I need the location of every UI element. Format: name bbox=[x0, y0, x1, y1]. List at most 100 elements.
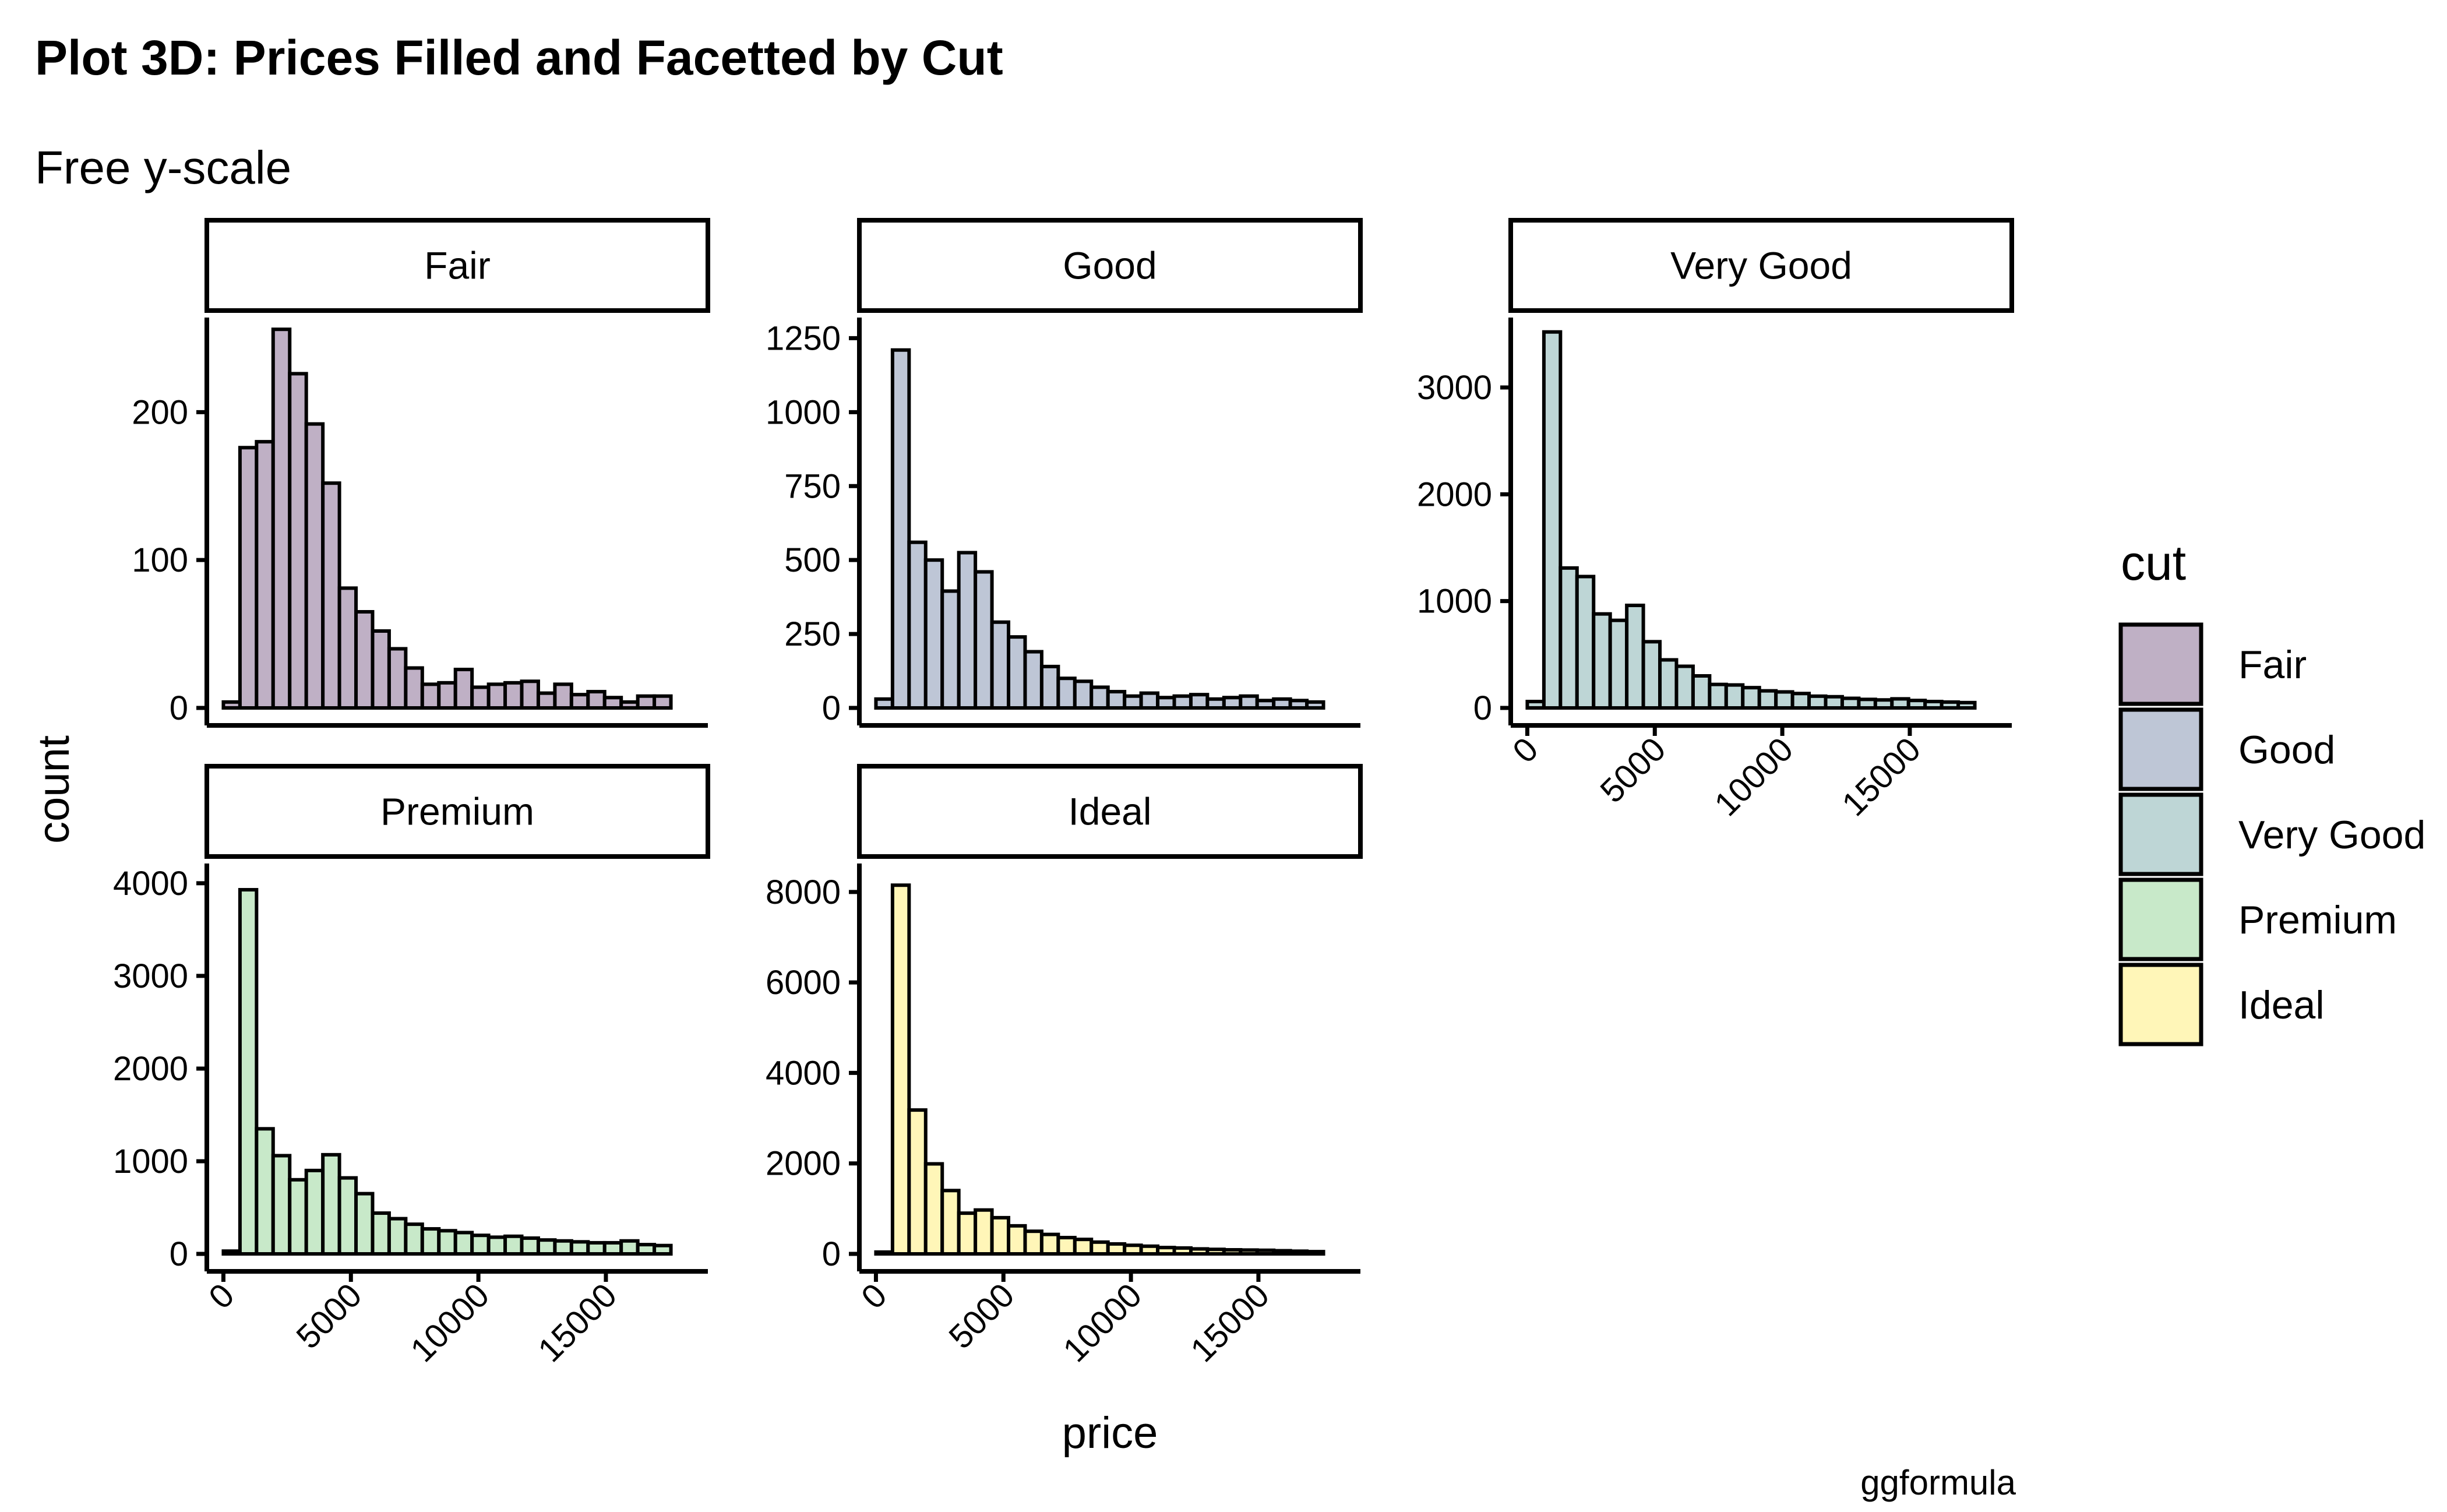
bar-fair-11 bbox=[404, 666, 424, 710]
y-tick-label-ideal-0: 0 bbox=[822, 1235, 841, 1273]
bar-good-7 bbox=[990, 620, 1011, 710]
bar-good-9 bbox=[1023, 650, 1043, 710]
facet-fair: Fair 0 100 200 bbox=[132, 218, 710, 728]
bar-very-good-4 bbox=[1592, 612, 1612, 710]
bar-fair-4 bbox=[288, 372, 308, 710]
bar-good-24 bbox=[1272, 697, 1292, 710]
strip-label-very-good: Very Good bbox=[1670, 244, 1852, 287]
bar-good-26 bbox=[1305, 700, 1325, 710]
x-tick-label-premium-0: 0 bbox=[202, 1276, 242, 1316]
bar-ideal-17 bbox=[1156, 1246, 1176, 1256]
bar-fair-8 bbox=[354, 610, 375, 710]
bar-fair-22 bbox=[586, 690, 607, 710]
bar-very-good-19 bbox=[1840, 696, 1861, 710]
bar-fair-21 bbox=[569, 693, 590, 710]
y-tick-label-premium-3: 3000 bbox=[113, 957, 188, 995]
bar-good-1 bbox=[890, 348, 911, 710]
bar-ideal-1 bbox=[890, 883, 911, 1256]
strip-fair bbox=[204, 218, 710, 313]
x-tick-label-very-good-1: 5000 bbox=[1593, 730, 1673, 810]
bar-very-good-20 bbox=[1857, 697, 1877, 710]
bar-very-good-5 bbox=[1608, 618, 1629, 710]
bar-premium-14 bbox=[453, 1231, 474, 1256]
bar-very-good-13 bbox=[1741, 686, 1761, 710]
bar-ideal-18 bbox=[1172, 1246, 1193, 1256]
bar-ideal-16 bbox=[1139, 1244, 1160, 1256]
legend: cut Fair Good Very Good Premium Ideal bbox=[2118, 535, 2425, 1046]
strip-label-premium: Premium bbox=[380, 790, 534, 833]
bar-very-good-2 bbox=[1559, 566, 1579, 710]
y-tick-label-good-3: 750 bbox=[784, 467, 841, 505]
bar-good-15 bbox=[1123, 694, 1143, 710]
strip-good bbox=[857, 218, 1363, 313]
x-tick-label-very-good-3: 15000 bbox=[1835, 730, 1928, 823]
bar-premium-24 bbox=[619, 1239, 640, 1256]
bar-fair-13 bbox=[437, 681, 457, 710]
bar-fair-3 bbox=[271, 327, 292, 710]
legend-key-ideal bbox=[2118, 963, 2203, 1046]
facet-premium: Premium 0 1000 2000 3000 4000 0 5000 10000 15000 bbox=[113, 764, 710, 1369]
bar-ideal-7 bbox=[990, 1215, 1011, 1256]
strip-label-fair: Fair bbox=[424, 244, 491, 287]
bar-very-good-11 bbox=[1708, 682, 1728, 710]
x-tick-label-ideal-0: 0 bbox=[854, 1276, 894, 1316]
bar-premium-9 bbox=[371, 1211, 391, 1256]
bar-ideal-0 bbox=[874, 1250, 894, 1256]
bar-good-3 bbox=[923, 558, 944, 710]
bar-ideal-6 bbox=[974, 1208, 994, 1256]
y-tick-label-good-2: 500 bbox=[784, 541, 841, 579]
bar-fair-24 bbox=[619, 700, 640, 710]
bar-premium-3 bbox=[271, 1154, 292, 1256]
strip-label-good: Good bbox=[1063, 244, 1156, 287]
bar-premium-7 bbox=[337, 1176, 358, 1256]
caption: ggformula bbox=[1860, 1463, 2016, 1502]
bar-premium-12 bbox=[420, 1227, 441, 1256]
bar-ideal-19 bbox=[1189, 1247, 1210, 1256]
bar-good-16 bbox=[1139, 691, 1160, 710]
bar-good-17 bbox=[1156, 696, 1176, 710]
bar-premium-25 bbox=[636, 1243, 657, 1256]
bar-premium-23 bbox=[602, 1240, 623, 1256]
bar-fair-12 bbox=[420, 682, 441, 710]
bar-good-22 bbox=[1239, 694, 1259, 710]
bar-premium-18 bbox=[520, 1236, 540, 1256]
bar-fair-20 bbox=[553, 682, 573, 710]
y-tick-label-fair-1: 100 bbox=[132, 541, 188, 579]
y-tick-label-ideal-3: 6000 bbox=[766, 964, 841, 1002]
bar-ideal-10 bbox=[1039, 1232, 1060, 1256]
bar-good-23 bbox=[1255, 699, 1276, 710]
bar-fair-14 bbox=[453, 668, 474, 710]
bar-fair-23 bbox=[602, 696, 623, 710]
bar-premium-26 bbox=[653, 1243, 673, 1256]
bar-premium-15 bbox=[470, 1233, 491, 1256]
bar-premium-21 bbox=[569, 1240, 590, 1256]
bar-ideal-4 bbox=[940, 1189, 961, 1256]
bar-premium-13 bbox=[437, 1229, 457, 1256]
bar-ideal-22 bbox=[1239, 1248, 1259, 1256]
y-tick-label-very-good-0: 0 bbox=[1473, 689, 1492, 727]
bar-fair-10 bbox=[387, 647, 408, 710]
legend-title: cut bbox=[2121, 535, 2186, 590]
bar-premium-17 bbox=[503, 1234, 524, 1256]
bar-very-good-12 bbox=[1724, 683, 1745, 710]
bar-good-19 bbox=[1189, 693, 1210, 710]
bar-good-13 bbox=[1089, 685, 1110, 710]
bar-fair-9 bbox=[371, 629, 391, 710]
bar-very-good-17 bbox=[1807, 694, 1828, 710]
bar-premium-11 bbox=[404, 1222, 424, 1256]
bar-ideal-2 bbox=[907, 1108, 928, 1256]
bar-fair-7 bbox=[337, 586, 358, 710]
legend-key-good bbox=[2118, 707, 2203, 791]
bar-very-good-24 bbox=[1923, 700, 1944, 710]
bar-fair-0 bbox=[221, 700, 242, 710]
bar-good-25 bbox=[1288, 699, 1309, 710]
bar-good-6 bbox=[974, 570, 994, 710]
bar-ideal-24 bbox=[1272, 1249, 1292, 1256]
facet-ideal: Ideal 0 2000 4000 6000 8000 0 5000 10000 15000 bbox=[766, 764, 1363, 1369]
bar-very-good-23 bbox=[1906, 699, 1927, 710]
bar-very-good-22 bbox=[1890, 697, 1910, 710]
chart-subtitle: Free y-scale bbox=[35, 142, 291, 193]
bar-ideal-20 bbox=[1205, 1247, 1226, 1256]
bar-fair-16 bbox=[486, 682, 507, 710]
